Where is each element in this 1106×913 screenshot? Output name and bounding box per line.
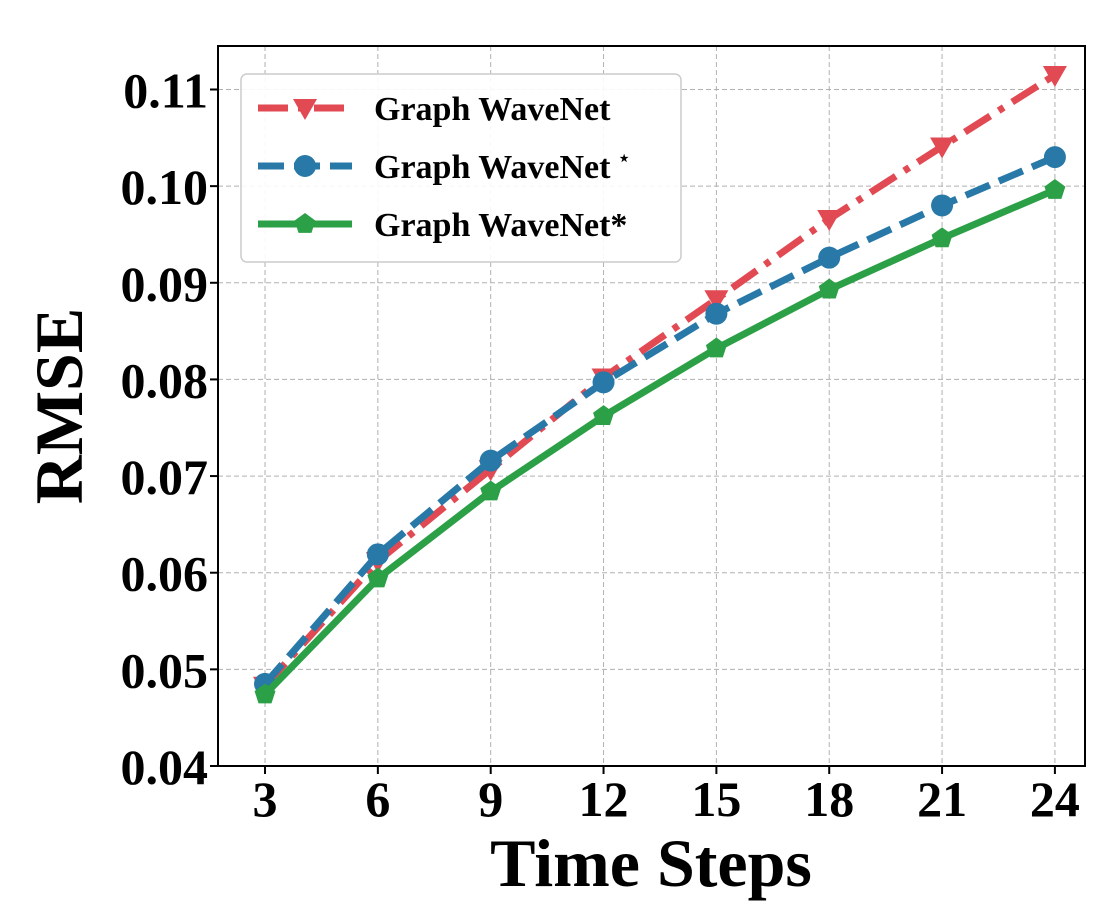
legend-marker — [294, 155, 316, 177]
series-3-point — [1044, 179, 1066, 199]
legend-label: Graph WaveNet ⋆ — [374, 148, 630, 186]
series-2-point — [931, 194, 954, 217]
legend-label: Graph WaveNet* — [374, 207, 627, 244]
series-3-line — [262, 186, 1057, 697]
x-tick-label: 9 — [478, 771, 503, 827]
series-3-point — [593, 405, 615, 426]
series-3-point — [705, 337, 727, 358]
x-tick-labels: 3 6 9 12 15 18 21 24 — [253, 771, 1080, 827]
series-2-point — [479, 449, 502, 472]
y-tick-label: 0.06 — [121, 546, 209, 602]
legend-box — [240, 73, 682, 263]
series-1-point — [817, 209, 842, 231]
series-3-point — [818, 278, 840, 299]
series-3-point — [367, 567, 389, 588]
legend-item-3: Graph WaveNet* — [258, 207, 627, 244]
x-tick-label: 3 — [253, 771, 278, 827]
legend-marker — [294, 213, 316, 233]
x-axis-label: Time Steps — [490, 825, 812, 901]
y-tick-labels: 0.04 0.05 0.06 0.07 0.08 0.09 0.10 0.11 — [121, 62, 209, 795]
legend-item-1: Graph WaveNet — [258, 91, 611, 128]
x-tick-label: 15 — [691, 771, 741, 827]
tick-marks — [210, 88, 1056, 774]
series-1-line — [262, 72, 1057, 689]
series-1-point — [930, 137, 955, 159]
legend-label-superscript: ⋆ — [618, 148, 629, 168]
legend-item-2: Graph WaveNet ⋆ — [258, 148, 630, 186]
series-2-point — [818, 246, 841, 269]
series-3-point — [480, 480, 502, 501]
legend-label: Graph WaveNet — [374, 91, 611, 128]
y-tick-label: 0.08 — [121, 352, 209, 408]
y-tick-label: 0.09 — [121, 256, 209, 312]
legend-marker — [293, 99, 317, 120]
y-tick-label: 0.10 — [121, 159, 209, 215]
y-tick-label: 0.04 — [121, 739, 209, 795]
series-2-point — [705, 302, 728, 325]
x-tick-label: 18 — [804, 771, 854, 827]
series-2-point — [592, 371, 615, 394]
series-layer — [253, 65, 1067, 704]
y-tick-label: 0.11 — [123, 62, 208, 118]
series-2-line — [262, 153, 1057, 687]
plot-frame — [217, 45, 1086, 767]
x-tick-label: 24 — [1030, 771, 1080, 827]
series-1-point — [1042, 65, 1067, 87]
series-3-point — [931, 227, 953, 248]
series-2-point — [366, 543, 389, 566]
x-tick-label: 6 — [365, 771, 390, 827]
series-2-point — [1043, 146, 1066, 169]
series-1-point — [704, 290, 729, 312]
x-tick-label: 12 — [579, 771, 629, 827]
legend: Graph WaveNet Graph WaveNet ⋆ Graph WaveNet… — [240, 73, 682, 263]
y-tick-label: 0.05 — [121, 642, 209, 698]
x-tick-label: 21 — [917, 771, 967, 827]
y-axis-label: RMSE — [21, 308, 97, 504]
y-tick-label: 0.07 — [121, 449, 209, 505]
series-3-point — [254, 683, 276, 704]
series-3 — [254, 179, 1066, 704]
